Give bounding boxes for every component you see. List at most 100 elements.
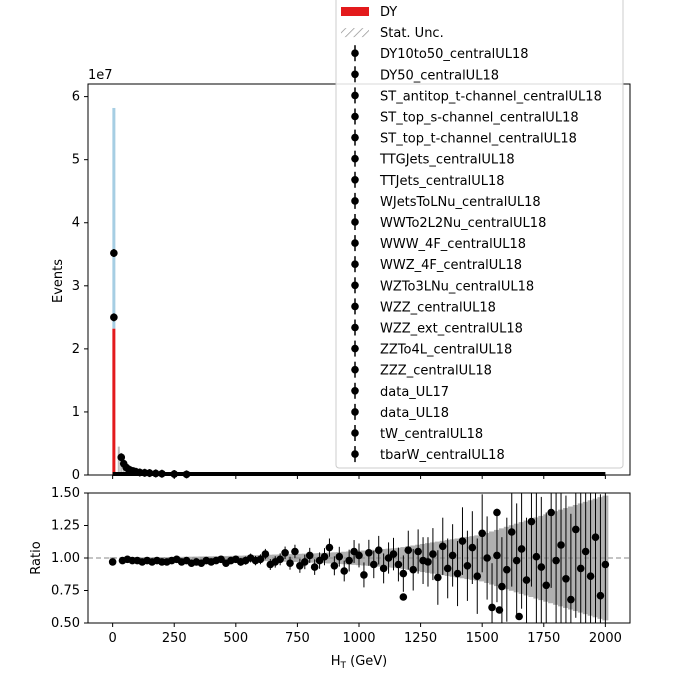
legend-marker xyxy=(351,154,359,163)
ratio-point xyxy=(261,550,270,558)
ratio-ytick-label: 1.25 xyxy=(51,519,80,534)
legend-label: ZZTo4L_centralUL18 xyxy=(380,343,512,358)
ratio-ylabel: Ratio xyxy=(29,541,44,574)
legend-marker xyxy=(351,260,359,269)
main-ytick-label: 0 xyxy=(72,468,80,483)
ratio-unc-band xyxy=(139,557,146,559)
ratio-ticks: 0.50 0.75 1.00 1.25 1.50 0 250 500 750 1000 1250 15… xyxy=(51,486,622,646)
ratio-point xyxy=(335,552,344,561)
ratio-ytick-label: 1.00 xyxy=(51,551,80,566)
mc-tail-bin-0 xyxy=(117,446,120,475)
ratio-point xyxy=(453,569,462,578)
main-ytick-label: 2 xyxy=(72,342,80,357)
data-point xyxy=(170,470,179,478)
ratio-point xyxy=(557,541,565,549)
main-ytick-label: 4 xyxy=(72,216,80,231)
ratio-point xyxy=(320,552,329,561)
ratio-point xyxy=(340,567,349,575)
legend-marker xyxy=(351,133,359,142)
ratio-point xyxy=(542,581,551,590)
ratio-xtick-label: 500 xyxy=(223,631,248,646)
legend-marker xyxy=(351,408,359,416)
ratio-point xyxy=(355,551,363,560)
ratio-point xyxy=(517,545,526,553)
legend-label: data_UL18 xyxy=(380,406,449,421)
main-ticks: 0 1 2 3 4 5 6 xyxy=(72,90,606,483)
ratio-xlabel: HT (GeV) xyxy=(331,654,388,671)
legend-marker xyxy=(351,387,359,395)
ratio-point xyxy=(503,565,511,574)
ratio-point xyxy=(547,508,555,517)
ratio-point xyxy=(552,556,560,565)
ratio-point xyxy=(591,533,600,541)
ratio-point xyxy=(438,542,447,551)
legend-marker xyxy=(351,49,359,57)
legend-label: TTJets_centralUL18 xyxy=(379,174,505,189)
ratio-point xyxy=(488,603,496,612)
ratio-xtick-label: 1250 xyxy=(404,631,437,646)
ratio-xtick-label: 250 xyxy=(162,631,187,646)
ratio-point xyxy=(527,517,536,526)
ratio-point xyxy=(448,551,457,560)
legend-marker xyxy=(351,281,359,290)
ratio-point xyxy=(325,543,334,552)
ratio-xtick-label: 1500 xyxy=(466,631,499,646)
legend-label: ST_top_t-channel_centralUL18 xyxy=(380,132,577,147)
ratio-point xyxy=(429,550,437,558)
legend-label: WWTo2L2Nu_centralUL18 xyxy=(380,216,546,231)
ratio-point xyxy=(498,582,506,591)
legend-label: ST_antitop_t-channel_centralUL18 xyxy=(380,89,602,104)
legend-marker xyxy=(351,70,359,79)
legend-label: WZTo3LNu_centralUL18 xyxy=(380,279,534,294)
ratio-point xyxy=(434,573,442,582)
legend-marker xyxy=(351,450,359,458)
legend-label: WWW_4F_centralUL18 xyxy=(380,237,526,252)
legend-marker xyxy=(351,323,359,332)
legend-marker xyxy=(351,218,359,226)
ratio-point xyxy=(586,572,595,580)
legend-swatch-hatch xyxy=(341,28,369,38)
ratio-point xyxy=(493,508,501,517)
ratio-point xyxy=(522,576,531,584)
legend-label: DY50_centralUL18 xyxy=(380,68,499,83)
ratio-unc-band xyxy=(163,557,170,559)
ratio-point xyxy=(463,562,472,570)
main-ytick-label: 3 xyxy=(72,279,80,294)
legend-label: WJetsToLNu_centralUL18 xyxy=(380,195,541,210)
ratio-points xyxy=(108,493,610,623)
ratio-point xyxy=(443,564,452,573)
mc-stack-other-bar xyxy=(112,107,116,329)
ratio-xtick-label: 2000 xyxy=(589,631,622,646)
ratio-point xyxy=(256,555,265,564)
legend-label: tbarW_centralUL18 xyxy=(380,448,505,463)
legend: DY Stat. Unc. DY10to50_centralUL18 DY50_cen… xyxy=(335,0,624,469)
ratio-point xyxy=(532,552,541,561)
ratio-point xyxy=(404,546,413,554)
legend-label: DY xyxy=(380,5,397,20)
ratio-unc-band xyxy=(188,556,195,560)
ratio-point xyxy=(301,558,309,566)
legend-marker xyxy=(351,197,359,205)
legend-entries: DY Stat. Unc. DY10to50_centralUL18 DY50_cen… xyxy=(341,5,602,463)
ratio-point xyxy=(108,558,117,566)
ratio-point xyxy=(424,558,432,566)
ratio-point xyxy=(286,559,294,567)
ratio-point xyxy=(310,563,319,571)
ratio-point xyxy=(409,565,418,574)
ratio-point xyxy=(374,546,383,554)
ratio-point xyxy=(281,549,289,557)
legend-label: WZZ_centralUL18 xyxy=(380,300,496,315)
ratio-point xyxy=(379,564,388,573)
ratio-point xyxy=(507,528,516,536)
ratio-point xyxy=(473,572,482,580)
ratio-point xyxy=(562,575,570,583)
main-ylabel: Events xyxy=(51,259,66,303)
legend-label: ZZZ_centralUL18 xyxy=(380,364,492,379)
ratio-point xyxy=(330,562,339,570)
legend-label: Stat. Unc. xyxy=(380,26,444,41)
legend-marker xyxy=(351,112,359,121)
ratio-point xyxy=(567,595,575,604)
ratio-ytick-label: 0.75 xyxy=(51,584,80,599)
main-ytick-label: 5 xyxy=(72,153,80,168)
